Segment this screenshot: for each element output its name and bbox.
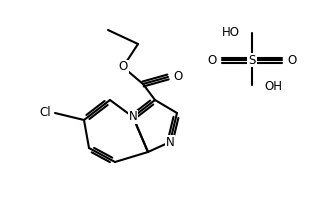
Text: O: O [173,71,182,84]
Text: HO: HO [222,26,240,38]
Text: Cl: Cl [39,107,51,120]
Text: OH: OH [264,79,282,92]
Text: HO: HO [222,26,240,38]
Text: N: N [166,135,174,148]
Text: O: O [208,54,217,66]
Text: N: N [129,110,138,123]
Text: O: O [208,54,217,66]
Text: O: O [173,71,182,84]
Text: O: O [287,54,296,66]
Text: S: S [248,54,256,66]
Text: O: O [287,54,296,66]
Text: OH: OH [264,79,282,92]
Text: O: O [118,61,128,74]
Text: S: S [248,54,256,66]
Text: Cl: Cl [39,107,51,120]
Text: N: N [166,135,174,148]
Text: O: O [118,61,128,74]
Text: N: N [129,110,138,123]
